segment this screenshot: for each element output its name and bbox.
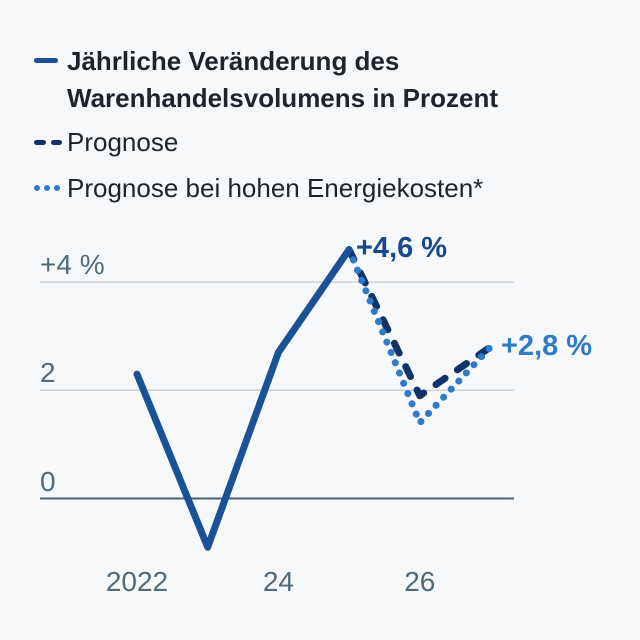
y-axis-label-2: 2 [40,357,56,389]
dashed-line-swatch-icon [34,140,67,145]
legend-item-forecast-energy: Prognose bei hohen Energiekosten* [34,170,483,207]
x-axis-label-2026: 26 [404,566,436,597]
series-forecast-line [345,246,494,400]
legend-label-forecast: Prognose [67,127,179,157]
annotation-peak-value: +4,6 % [356,232,448,264]
x-axis-label-2022: 2022 [105,566,169,597]
series-forecast-energy-line [345,246,494,427]
annotation-end-value: +2,8 % [501,330,593,362]
legend-item-forecast: Prognose [34,124,178,161]
legend-label-forecast-energy: Prognose bei hohen Energiekosten* [67,173,484,203]
gridlines [40,281,514,500]
solid-line-swatch-icon [34,58,67,63]
y-axis-label-0: 0 [40,465,56,497]
y-axis-label-4: +4 % [40,249,105,281]
dotted-line-swatch-icon [34,185,67,191]
x-axis-label-2024: 24 [262,566,294,597]
series-historical-line [133,246,353,551]
legend-label-historical: Jährliche Veränderung des Warenhandelsvo… [67,46,499,113]
legend-item-historical: Jährliche Veränderung des Warenhandelsvo… [34,43,567,117]
